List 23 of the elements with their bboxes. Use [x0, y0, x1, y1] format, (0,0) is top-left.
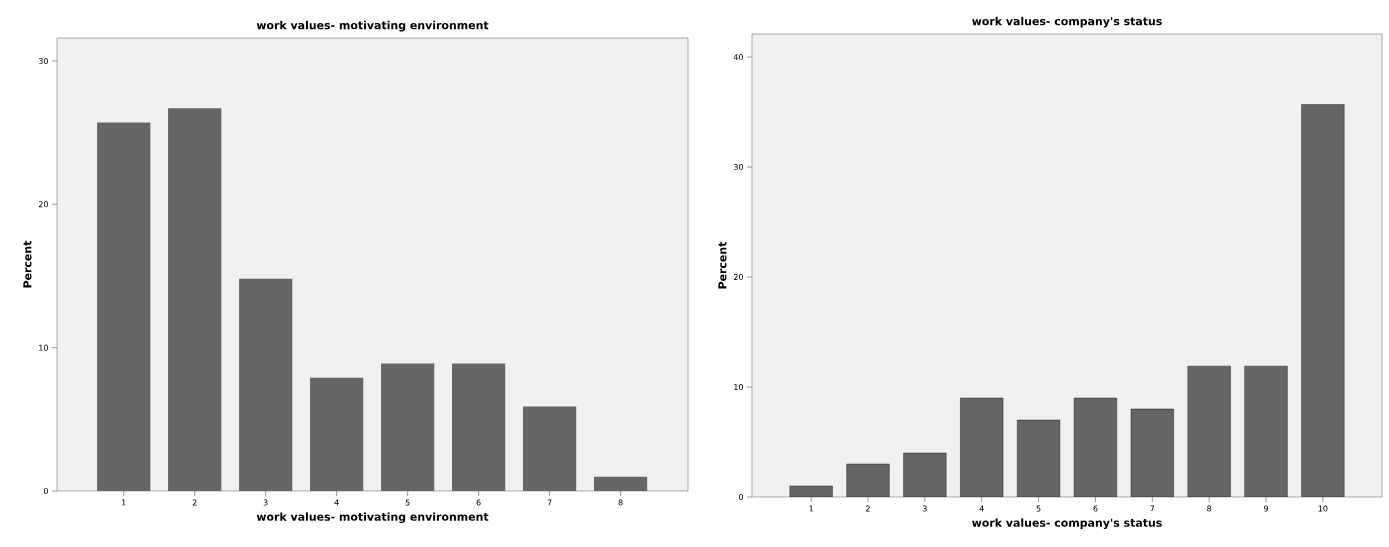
chart-title: work values- motivating environment	[256, 20, 489, 32]
bar	[1017, 420, 1060, 497]
bar	[593, 476, 648, 491]
bar	[846, 464, 890, 497]
y-axis-title: Percent	[23, 240, 32, 288]
x-axis-title: work values- company's status	[972, 518, 1162, 530]
bar	[522, 406, 577, 491]
bar	[381, 363, 435, 491]
bar	[168, 108, 222, 491]
bar	[452, 363, 506, 491]
x-axis-title: work values- motivating environment	[256, 512, 489, 524]
bar	[1301, 104, 1345, 497]
bar	[97, 122, 151, 491]
bar	[903, 453, 947, 497]
bar	[1187, 366, 1231, 497]
chart-title: work values- company's status	[972, 16, 1162, 28]
bar	[960, 398, 1004, 497]
bar	[310, 377, 364, 491]
bar	[1244, 366, 1288, 497]
bar	[239, 278, 293, 491]
bar	[1130, 409, 1174, 497]
y-axis-title: Percent	[718, 241, 727, 289]
bar	[1074, 398, 1117, 497]
